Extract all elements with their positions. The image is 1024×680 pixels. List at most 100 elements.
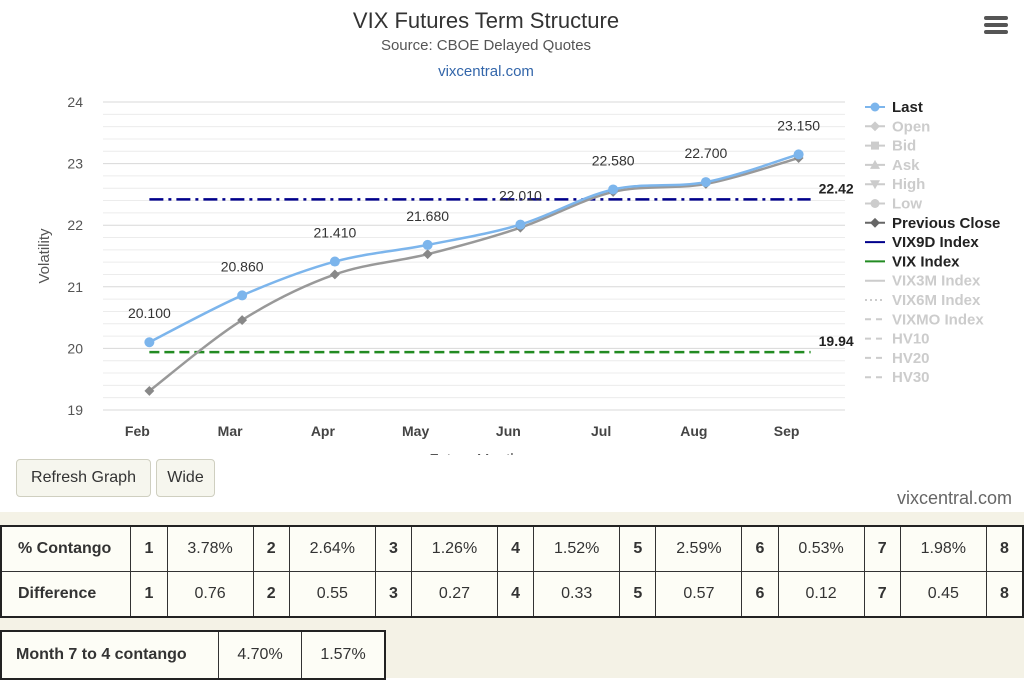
legend-marker	[871, 141, 879, 150]
x-tick-label: Feb	[125, 423, 150, 439]
refresh-graph-button[interactable]: Refresh Graph	[16, 459, 151, 497]
table-cell: 6	[741, 525, 779, 572]
data-point-last	[608, 184, 619, 195]
table-cell: 0.12	[777, 571, 865, 618]
table-cell: 1.52%	[533, 525, 621, 572]
table-cell: 4	[497, 571, 535, 618]
chart-container: VIX Futures Term Structure Source: CBOE …	[36, 8, 1008, 455]
table-cell: 4	[497, 525, 535, 572]
table-cell: 2.64%	[288, 525, 376, 572]
x-tick-label: Jul	[591, 423, 611, 439]
x-tick-label: Jun	[496, 423, 521, 439]
data-point-last	[329, 256, 340, 267]
table-cell: 6	[741, 571, 779, 618]
reference-line-label: 19.94	[819, 333, 854, 349]
data-point-previous-close	[329, 269, 340, 280]
legend-item-label[interactable]: HV30	[892, 369, 930, 386]
x-axis-title: Future Month	[429, 451, 518, 455]
table-cell: 1	[130, 571, 168, 618]
data-label-last: 22.700	[684, 145, 727, 161]
table-cell: 7	[863, 571, 901, 618]
data-point-last	[700, 177, 711, 188]
menu-hamburger-icon[interactable]	[984, 16, 1008, 38]
data-point-last	[793, 149, 804, 160]
month-7-to-4-label: Month 7 to 4 contango	[0, 630, 219, 680]
y-axis-title: Volatility	[36, 228, 53, 284]
legend-marker	[870, 180, 880, 190]
data-label-last: 22.580	[592, 152, 635, 168]
table-row-difference: Difference 1 0.76 2 0.55 3 0.27 4 0.33 5…	[0, 571, 1024, 618]
legend-item-label[interactable]: High	[892, 176, 925, 193]
table-cell: 0.33	[533, 571, 621, 618]
table-cell: 3	[374, 571, 412, 618]
data-point-last	[422, 239, 433, 250]
legend-marker	[870, 199, 880, 208]
table-cell: 5	[619, 525, 657, 572]
y-tick-label: 24	[67, 94, 83, 110]
legend-marker	[870, 102, 880, 112]
table-cell: 0.76	[166, 571, 254, 618]
legend-item-label[interactable]: Ask	[892, 157, 920, 174]
table-cell: 0.27	[410, 571, 499, 618]
series-line-previous-close	[148, 156, 799, 392]
legend-item-label[interactable]: VIX Index	[892, 253, 960, 270]
data-label-last: 21.680	[406, 208, 449, 224]
table-cell: 4.70%	[218, 630, 302, 680]
table-cell: 0.53%	[777, 525, 865, 572]
table-cell: 3	[374, 525, 412, 572]
x-tick-label: Apr	[311, 423, 336, 439]
x-tick-label: Sep	[774, 423, 800, 439]
y-tick-label: 22	[67, 217, 83, 233]
legend-item-label[interactable]: Previous Close	[892, 215, 1000, 232]
legend-item-label[interactable]: Low	[892, 196, 922, 213]
table-cell: 0.57	[655, 571, 743, 618]
table-cell: 1.57%	[301, 630, 386, 680]
data-point-last	[515, 219, 526, 230]
legend-marker	[870, 121, 880, 132]
y-tick-label: 21	[67, 279, 83, 295]
data-point-previous-close	[237, 315, 248, 326]
data-label-last: 22.010	[499, 188, 542, 204]
x-tick-label: Mar	[218, 423, 243, 439]
table-row-contango: % Contango 1 3.78% 2 2.64% 3 1.26% 4 1.5…	[0, 525, 1024, 572]
data-point-last	[144, 337, 155, 348]
data-point-previous-close	[422, 249, 433, 260]
reference-line-label: 22.42	[819, 180, 854, 196]
chart-title: VIX Futures Term Structure	[352, 8, 620, 33]
legend-item-label[interactable]: VIXMO Index	[892, 311, 984, 328]
table-cell: 1.98%	[899, 525, 987, 572]
data-point-previous-close	[144, 385, 155, 396]
table-cell: 5	[619, 571, 657, 618]
table-cell: 1	[130, 525, 168, 572]
legend-item-label[interactable]: Last	[892, 99, 923, 116]
legend-item-label[interactable]: VIX6M Index	[892, 292, 981, 309]
legend-item-label[interactable]: HV10	[892, 331, 930, 348]
y-tick-label: 23	[67, 156, 83, 172]
table-cell: 8	[985, 571, 1024, 618]
data-label-last: 21.410	[313, 225, 356, 241]
wide-button[interactable]: Wide	[156, 459, 215, 497]
data-label-last: 23.150	[777, 117, 820, 133]
legend-item-label[interactable]: VIX9D Index	[892, 234, 979, 251]
chart-svg: 19 20 21 22 23 24 Feb Mar Apr May Jun Jul Aug Sep Futu…	[36, 94, 1000, 455]
y-tick-label: 20	[67, 340, 83, 356]
legend-item-label[interactable]: VIX3M Index	[892, 273, 981, 290]
contango-table: % Contango 1 3.78% 2 2.64% 3 1.26% 4 1.5…	[0, 525, 1024, 618]
row-label: % Contango	[0, 525, 132, 572]
table-cell: 3.78%	[166, 525, 254, 572]
legend-item-label[interactable]: Bid	[892, 138, 916, 155]
legend-item-label[interactable]: Open	[892, 118, 930, 135]
table-cell: 2.59%	[655, 525, 743, 572]
data-label-last: 20.100	[128, 305, 171, 321]
table-cell: 2	[252, 525, 290, 572]
chart-source-link[interactable]: vixcentral.com	[438, 63, 534, 80]
table-cell: 0.55	[288, 571, 376, 618]
table-cell: 1.26%	[410, 525, 499, 572]
x-tick-label: Aug	[680, 423, 707, 439]
x-tick-label: May	[402, 423, 429, 439]
chart-subtitle: Source: CBOE Delayed Quotes	[380, 37, 592, 54]
y-tick-label: 19	[67, 402, 83, 418]
legend-marker	[870, 217, 880, 228]
table-row: Month 7 to 4 contango 4.70% 1.57%	[0, 630, 386, 680]
legend-item-label[interactable]: HV20	[892, 350, 930, 367]
